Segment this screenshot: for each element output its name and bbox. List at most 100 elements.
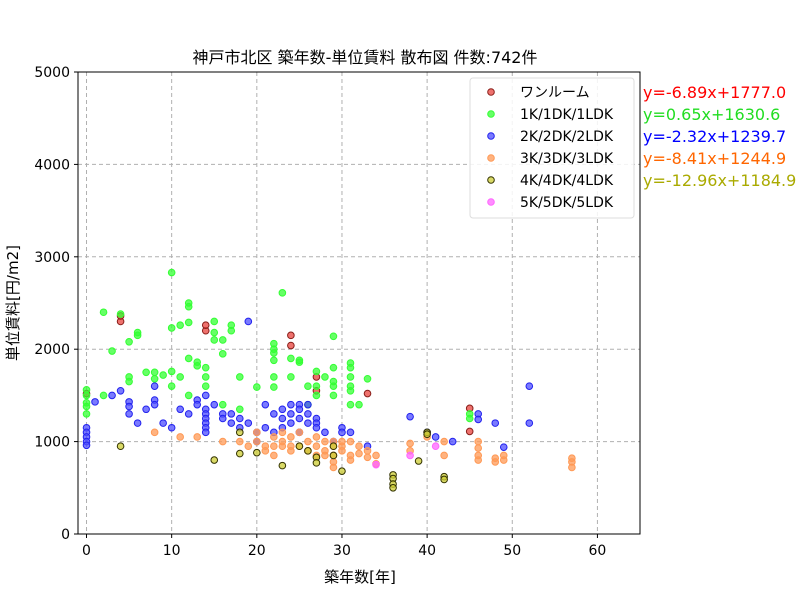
y-tick-label: 5000 <box>34 65 70 81</box>
x-tick-label: 10 <box>163 543 181 559</box>
data-point <box>270 373 278 381</box>
data-point <box>159 419 167 427</box>
data-point <box>176 321 184 329</box>
data-point <box>474 415 483 424</box>
data-point <box>346 437 355 446</box>
legend-marker <box>487 88 495 96</box>
series-0 <box>82 312 474 436</box>
legend-marker <box>487 110 495 118</box>
legend-label: ワンルーム <box>520 85 590 101</box>
data-point <box>167 382 176 390</box>
data-point <box>253 428 261 437</box>
data-point <box>329 332 338 341</box>
data-point <box>253 383 261 391</box>
data-point <box>253 448 261 457</box>
regression-equation: y=0.65x+1630.6 <box>643 105 780 124</box>
data-point <box>304 382 312 390</box>
legend: ワンルーム 1K/1DK/1LDK 2K/2DK/2LDK 3K/3DK/3LDK 4K… <box>469 77 635 219</box>
data-point <box>287 400 295 409</box>
data-point <box>82 391 91 400</box>
data-point <box>465 427 474 436</box>
data-point <box>363 389 372 398</box>
data-point <box>184 318 193 327</box>
data-point <box>474 444 483 452</box>
data-point <box>363 374 372 383</box>
data-point <box>91 398 99 406</box>
axis-ticks: 0 10 20 30 40 50 60 0 1000 2000 3000 4000 5000 <box>34 65 606 559</box>
data-point <box>210 317 219 326</box>
data-point <box>278 461 287 470</box>
data-point <box>108 391 116 400</box>
data-point <box>116 442 125 451</box>
data-point <box>287 447 295 455</box>
x-tick-label: 20 <box>248 543 266 559</box>
data-point <box>133 331 142 340</box>
data-point <box>201 391 210 400</box>
data-point <box>346 386 355 395</box>
data-point <box>99 308 108 317</box>
data-point <box>270 383 278 391</box>
data-point <box>278 428 287 437</box>
data-point <box>150 374 159 383</box>
data-point <box>440 475 448 484</box>
legend-label: 3K/3DK/3LDK <box>520 151 614 167</box>
data-point <box>261 447 270 455</box>
data-point <box>218 414 227 423</box>
y-tick-label: 2000 <box>34 342 70 358</box>
data-point <box>338 447 346 455</box>
data-point <box>287 373 295 381</box>
data-point <box>235 405 244 414</box>
data-point <box>312 459 321 467</box>
data-point <box>159 371 167 379</box>
data-point <box>304 437 312 446</box>
data-point <box>363 453 372 462</box>
data-point <box>218 350 227 358</box>
data-point <box>287 419 295 427</box>
data-point <box>287 354 295 363</box>
data-point <box>150 382 159 390</box>
data-point <box>431 433 440 441</box>
data-point <box>201 428 210 437</box>
series-4 <box>116 428 448 492</box>
data-point <box>235 437 244 446</box>
data-point <box>355 442 363 451</box>
data-point <box>414 457 423 465</box>
data-point <box>167 423 176 432</box>
data-point <box>227 410 236 418</box>
data-point <box>474 437 483 446</box>
data-point <box>270 433 278 441</box>
data-point <box>270 442 278 451</box>
data-point <box>329 451 338 460</box>
data-point <box>346 363 355 372</box>
data-point <box>184 410 193 418</box>
data-point <box>142 368 150 377</box>
data-point <box>338 428 346 437</box>
data-point <box>193 400 202 409</box>
data-point <box>491 458 500 466</box>
data-point <box>201 373 210 381</box>
x-tick-label: 60 <box>589 543 607 559</box>
y-axis-label: 単位賃料[円/m2] <box>4 245 22 361</box>
data-point <box>167 367 176 376</box>
data-point <box>210 328 219 337</box>
data-point <box>125 338 133 346</box>
data-point <box>304 400 312 409</box>
data-point <box>321 451 329 460</box>
data-point <box>278 414 287 423</box>
data-point <box>304 447 312 455</box>
data-point <box>312 433 321 441</box>
data-point <box>499 456 508 464</box>
data-point <box>261 400 270 409</box>
data-point <box>227 321 236 329</box>
data-point <box>142 405 150 414</box>
data-point <box>235 373 244 381</box>
data-point <box>193 433 202 441</box>
x-axis-label: 築年数[年] <box>324 568 396 586</box>
data-point <box>312 382 321 390</box>
data-point <box>210 456 219 464</box>
data-point <box>116 310 125 318</box>
data-point <box>176 373 184 381</box>
data-point <box>270 349 278 357</box>
series-5 <box>372 442 440 469</box>
data-point <box>167 324 176 332</box>
